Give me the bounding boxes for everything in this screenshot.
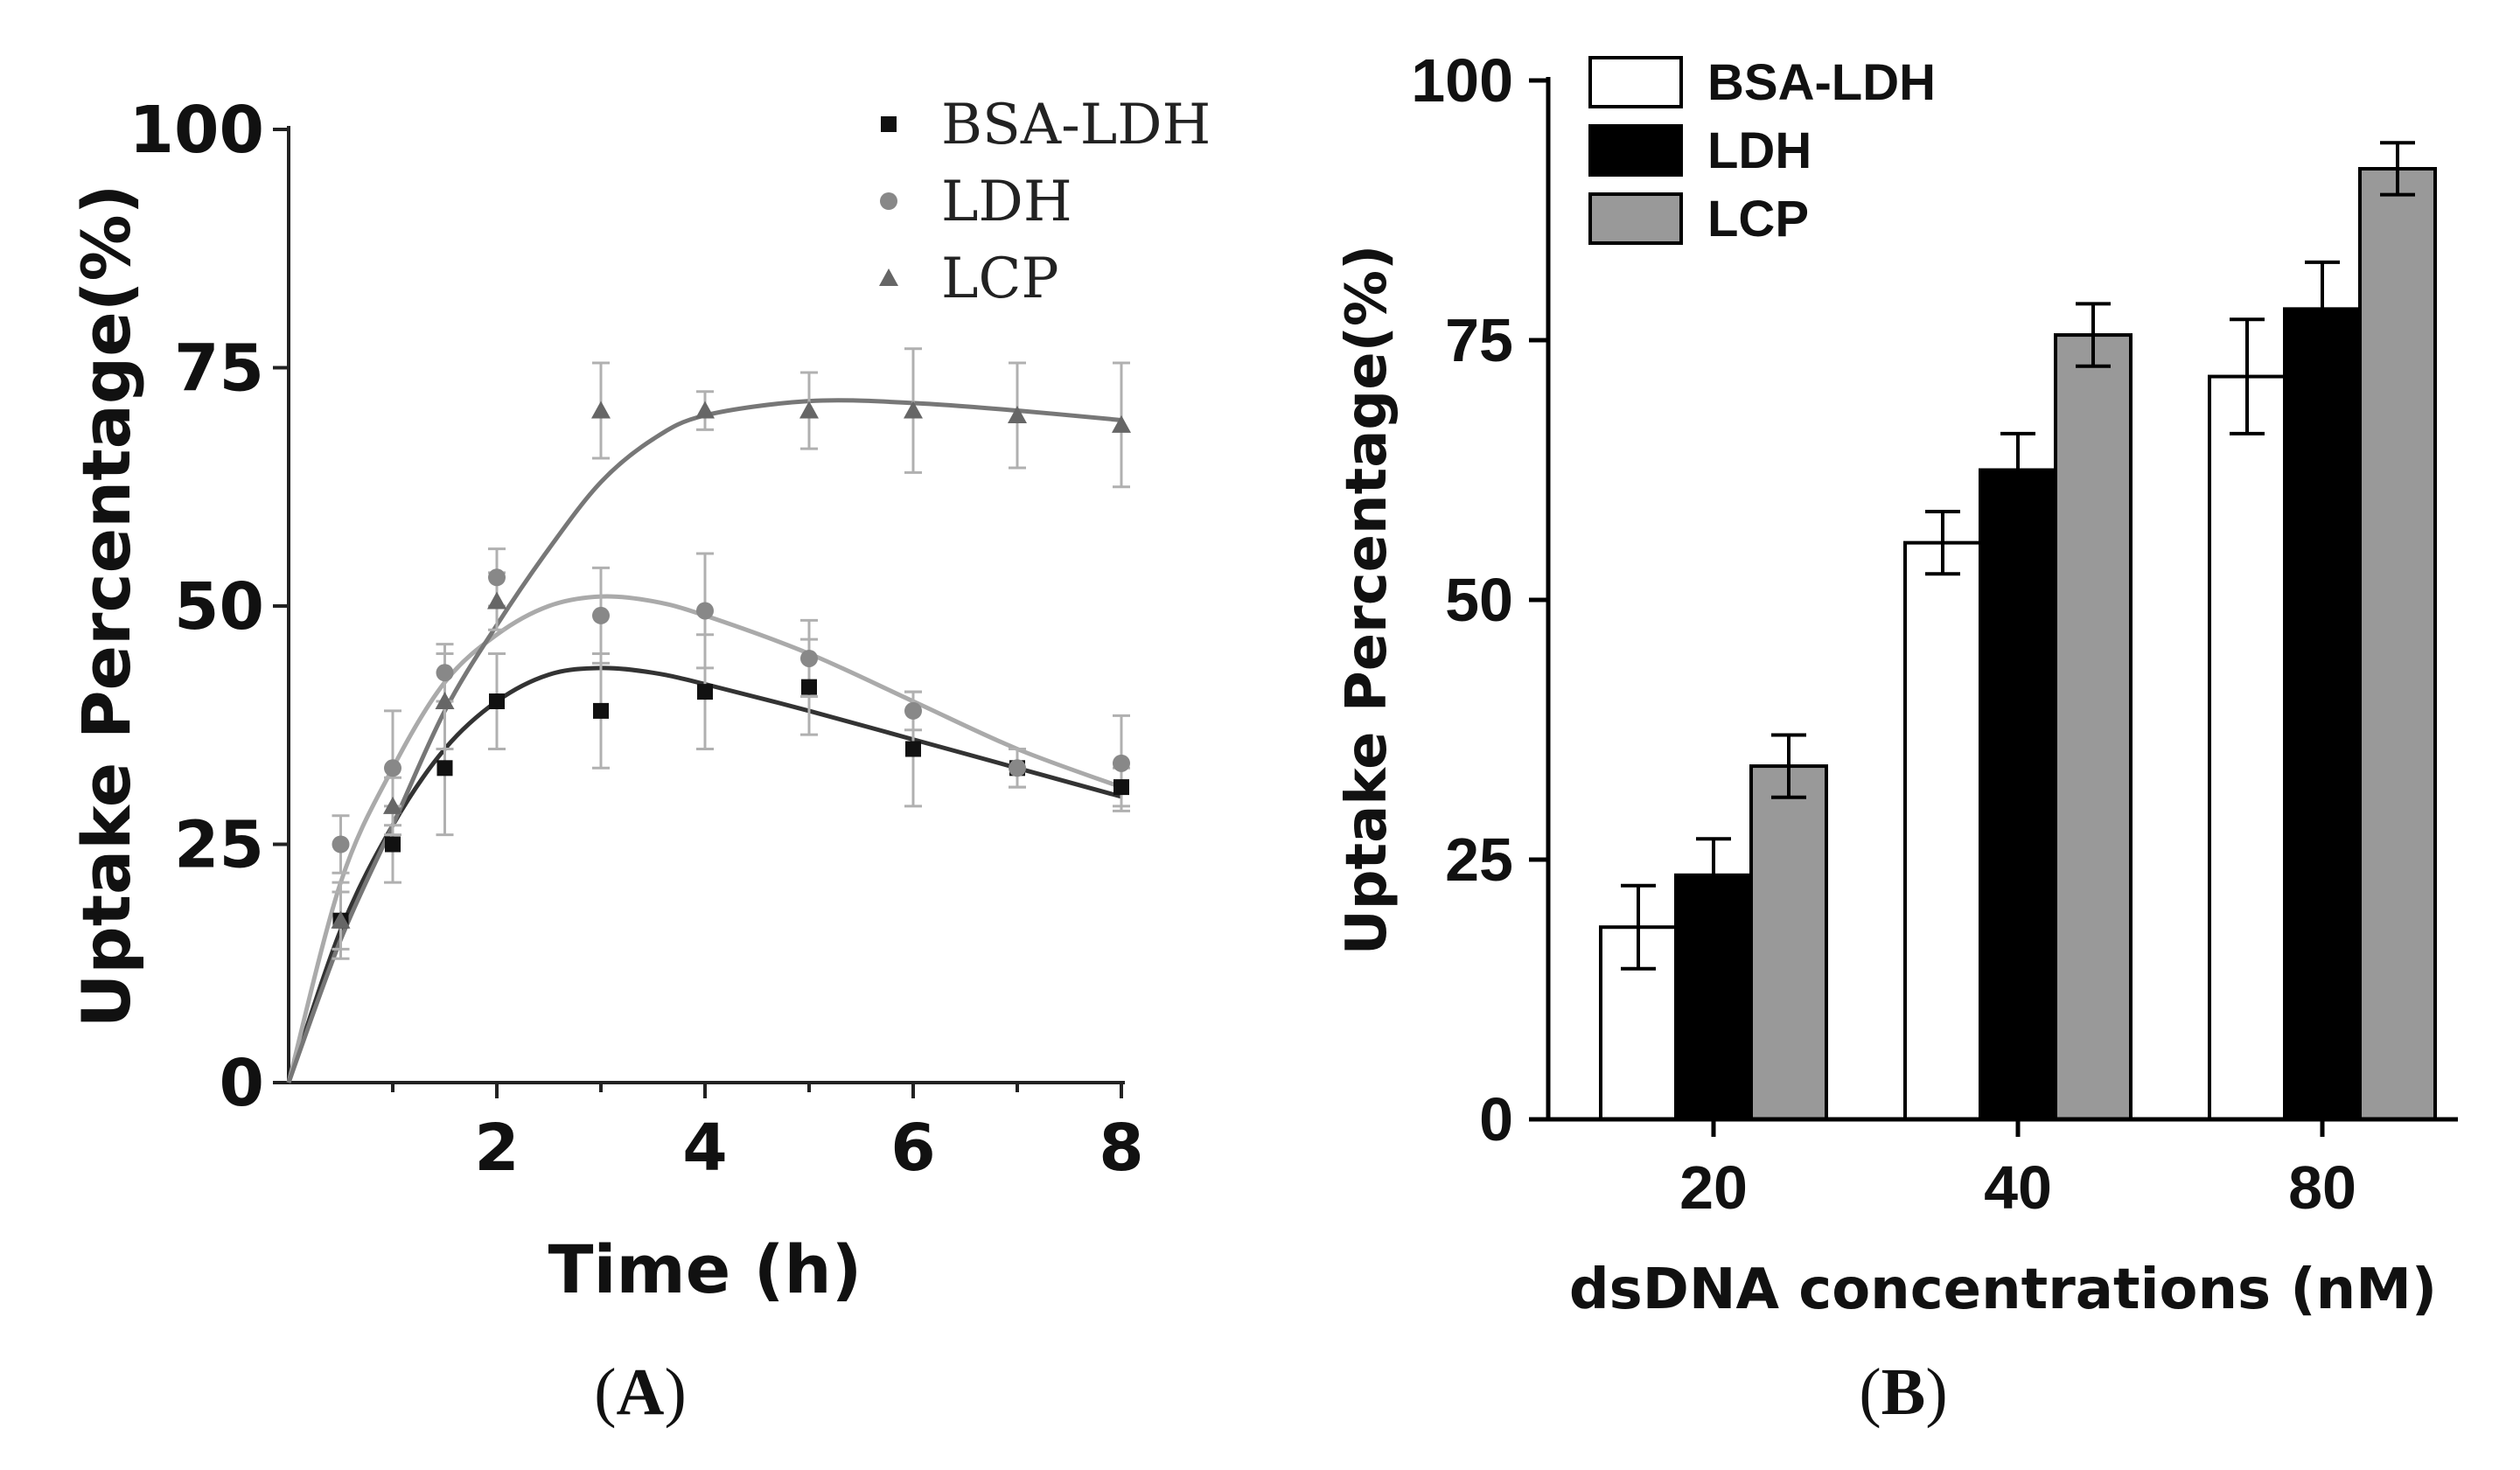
panel-a-point-bsa-ldh bbox=[593, 702, 609, 719]
panel-a-point-bsa-ldh bbox=[697, 684, 713, 700]
panel-a-y-tick-label: 0 bbox=[220, 1046, 265, 1121]
panel-a-chart: 0 25 50 75 100 2 4 6 8 BSA-LDH LDH LCP Time (h) Up… bbox=[67, 93, 1211, 1429]
panel-a-axes: 0 25 50 75 100 2 4 6 8 bbox=[129, 93, 1144, 1186]
panel-a-point-lcp bbox=[695, 401, 715, 419]
panel-a-point-ldh bbox=[436, 664, 454, 682]
panel-b-legend: BSA-LDH LDH LCP bbox=[1588, 54, 1936, 247]
panel-b-x-tick-label: 40 bbox=[1984, 1153, 2052, 1222]
panel-b-bar-ldh bbox=[2283, 307, 2362, 1121]
panel-a-x-tick-label: 8 bbox=[1099, 1111, 1144, 1186]
panel-b-bar-bsa-ldh bbox=[1903, 540, 1982, 1121]
panel-a-point-lcp bbox=[331, 910, 351, 929]
panel-a-point-ldh bbox=[800, 649, 818, 667]
panel-a-point-lcp bbox=[904, 401, 923, 419]
panel-a-x-tick-label: 4 bbox=[682, 1111, 728, 1186]
panel-a-legend-label-bsa-ldh: BSA-LDH bbox=[941, 93, 1211, 157]
panel-a-point-bsa-ldh bbox=[801, 679, 817, 695]
panel-a-legend-label-ldh: LDH bbox=[941, 170, 1072, 234]
panel-a-legend: BSA-LDH LDH LCP bbox=[879, 93, 1211, 311]
panel-a-legend-marker-ldh bbox=[880, 192, 897, 210]
panel-b-y-tick-label: 100 bbox=[1411, 46, 1513, 115]
panel-b-x-tick-label: 80 bbox=[2288, 1153, 2356, 1222]
panel-b-bar-lcp bbox=[2358, 166, 2437, 1122]
panel-a-legend-marker-lcp bbox=[879, 268, 898, 286]
panel-a-y-tick-label: 75 bbox=[174, 331, 264, 407]
panel-b-bars bbox=[1599, 141, 2437, 1122]
panel-a-point-lcp bbox=[799, 401, 819, 419]
panel-a-legend-marker-bsa-ldh bbox=[881, 116, 897, 132]
panel-b-bar-lcp bbox=[2054, 333, 2133, 1121]
panel-b-axes: 0 25 50 75 100 20 40 80 bbox=[1411, 46, 2458, 1222]
panel-a-point-bsa-ldh bbox=[1113, 779, 1129, 796]
panel-b-bar-ldh bbox=[1979, 468, 2057, 1121]
panel-a-point-lcp bbox=[1112, 415, 1131, 433]
panel-a-error-bars bbox=[332, 347, 1130, 960]
panel-a-point-bsa-ldh bbox=[385, 836, 401, 853]
panel-b-legend-swatch-lcp bbox=[1588, 192, 1683, 245]
panel-a-legend-label-lcp: LCP bbox=[941, 247, 1059, 311]
panel-b-legend-label-lcp: LCP bbox=[1707, 191, 1809, 247]
panel-b-chart: 0 25 50 75 100 20 40 80 BSA-LDH LDH LCP dsDNA con… bbox=[1335, 46, 2458, 1429]
panel-b-legend-label-bsa-ldh: BSA-LDH bbox=[1707, 54, 1936, 111]
panel-a-point-ldh bbox=[904, 701, 922, 720]
panel-a-caption: (A) bbox=[594, 1355, 687, 1429]
panel-a-x-tick-label: 2 bbox=[474, 1111, 520, 1186]
panel-a-x-tick-label: 6 bbox=[890, 1111, 936, 1186]
panel-a-point-lcp bbox=[591, 401, 611, 419]
panel-a-y-tick-label: 50 bbox=[174, 569, 264, 644]
panel-a-point-ldh bbox=[332, 835, 350, 853]
panel-b-y-tick-label: 75 bbox=[1445, 306, 1513, 374]
panel-a-y-tick-label: 100 bbox=[129, 93, 264, 168]
panel-b-y-tick-label: 25 bbox=[1445, 826, 1513, 894]
panel-b-bar-bsa-ldh bbox=[2208, 374, 2286, 1121]
panel-a-point-ldh bbox=[384, 759, 401, 777]
panel-b-legend-label-ldh: LDH bbox=[1707, 122, 1811, 179]
panel-a-point-bsa-ldh bbox=[905, 741, 921, 757]
panel-a-y-tick-label: 25 bbox=[174, 808, 264, 883]
panel-a-point-lcp bbox=[435, 692, 455, 709]
panel-a-point-ldh bbox=[592, 606, 610, 624]
panel-b-caption: (B) bbox=[1859, 1355, 1947, 1429]
panel-a-point-bsa-ldh bbox=[489, 693, 505, 709]
panel-a-points bbox=[331, 401, 1131, 929]
panel-b-y-tick-label: 50 bbox=[1445, 566, 1513, 634]
panel-a-point-ldh bbox=[1113, 754, 1130, 772]
panel-b-legend-swatch-bsa-ldh bbox=[1588, 56, 1683, 108]
panel-a-point-lcp bbox=[383, 796, 402, 814]
panel-b-y-tick-label: 0 bbox=[1479, 1085, 1513, 1153]
panel-a-y-axis-label: Uptake Percentage(%) bbox=[67, 185, 145, 1028]
panel-b-x-tick-label: 20 bbox=[1679, 1153, 1748, 1222]
panel-a-point-ldh bbox=[1009, 759, 1026, 777]
panel-a-point-ldh bbox=[488, 568, 506, 587]
panel-b-x-axis-label: dsDNA concentrations (nM) bbox=[1569, 1258, 2437, 1322]
panel-a-point-lcp bbox=[1008, 406, 1027, 423]
panel-b-bar-lcp bbox=[1749, 764, 1828, 1122]
panel-b-y-axis-label: Uptake Percentage(%) bbox=[1335, 245, 1400, 956]
panel-a-point-lcp bbox=[487, 591, 506, 610]
panel-a-point-bsa-ldh bbox=[436, 760, 453, 777]
panel-b-legend-swatch-ldh bbox=[1588, 124, 1683, 177]
panel-a-x-axis-label: Time (h) bbox=[548, 1230, 862, 1308]
panel-a-point-ldh bbox=[696, 602, 714, 620]
panel-a-curve-ldh bbox=[286, 594, 1122, 1083]
